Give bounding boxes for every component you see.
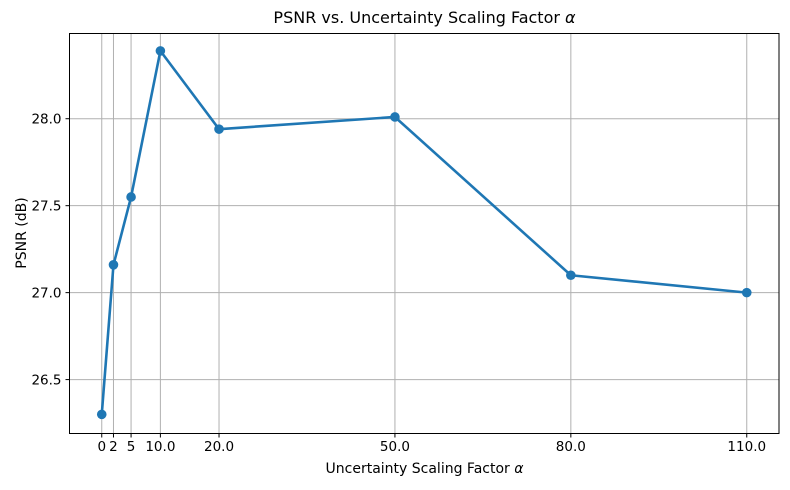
data-point-marker: [390, 112, 400, 122]
y-tick-label: 27.0: [31, 285, 61, 301]
axes-frame: [69, 33, 780, 434]
alpha-symbol: α: [565, 8, 576, 27]
x-tick-label: 50.0: [380, 439, 410, 455]
y-tick-label: 27.5: [31, 198, 61, 214]
x-tick-label: 20.0: [204, 439, 234, 455]
data-point-marker: [126, 192, 136, 202]
data-point-marker: [214, 124, 224, 134]
data-point-marker: [566, 270, 576, 281]
x-axis-label: Uncertainty Scaling Factor α: [325, 461, 524, 477]
x-tick-label: 5: [127, 439, 136, 455]
x-tick-label: 10.0: [145, 439, 175, 455]
x-tick-label: 110.0: [727, 439, 766, 455]
y-tick-label: 28.0: [31, 112, 61, 128]
data-point-marker: [108, 260, 119, 270]
data-point-marker: [155, 46, 166, 56]
x-tick-label: 0: [97, 439, 106, 455]
chart-title: PSNR vs. Uncertainty Scaling Factor α: [273, 8, 576, 27]
data-point-marker: [96, 409, 107, 420]
x-tick-label: 80.0: [556, 439, 586, 455]
alpha-symbol: α: [514, 461, 524, 477]
data-line: [100, 49, 749, 416]
y-axis-label: PSNR (dB): [14, 197, 30, 269]
data-point-marker: [741, 287, 752, 298]
x-tick-label: 2: [109, 439, 118, 455]
y-tick-label: 26.5: [31, 372, 61, 388]
